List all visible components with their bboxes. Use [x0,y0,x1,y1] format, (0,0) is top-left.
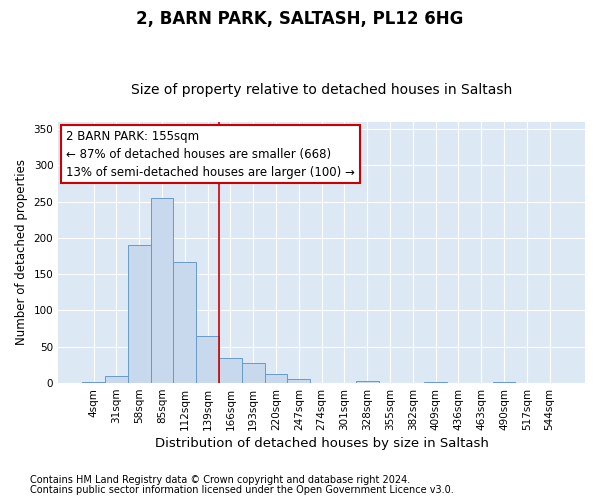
Bar [173,262,196,383]
Bar [424,382,447,383]
Y-axis label: Number of detached properties: Number of detached properties [15,160,28,346]
Bar [151,198,173,383]
Title: Size of property relative to detached houses in Saltash: Size of property relative to detached ho… [131,83,512,97]
Bar [356,381,379,383]
Text: Contains public sector information licensed under the Open Government Licence v3: Contains public sector information licen… [30,485,454,495]
Bar [287,380,310,383]
Bar [105,376,128,383]
Text: Contains HM Land Registry data © Crown copyright and database right 2024.: Contains HM Land Registry data © Crown c… [30,475,410,485]
Bar [242,362,265,383]
Bar [265,374,287,383]
Text: 2 BARN PARK: 155sqm
← 87% of detached houses are smaller (668)
13% of semi-detac: 2 BARN PARK: 155sqm ← 87% of detached ho… [66,130,355,178]
Bar [128,245,151,383]
Bar [82,382,105,383]
Bar [219,358,242,383]
X-axis label: Distribution of detached houses by size in Saltash: Distribution of detached houses by size … [155,437,488,450]
Text: 2, BARN PARK, SALTASH, PL12 6HG: 2, BARN PARK, SALTASH, PL12 6HG [136,10,464,28]
Bar [196,336,219,383]
Bar [493,382,515,383]
